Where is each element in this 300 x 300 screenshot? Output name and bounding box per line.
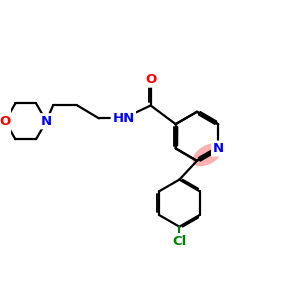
Text: N: N [41,115,52,128]
Text: N: N [213,142,224,155]
Text: O: O [0,115,11,128]
Text: Cl: Cl [172,235,187,248]
Ellipse shape [193,144,222,166]
Text: HN: HN [112,112,134,125]
Text: O: O [145,73,156,86]
